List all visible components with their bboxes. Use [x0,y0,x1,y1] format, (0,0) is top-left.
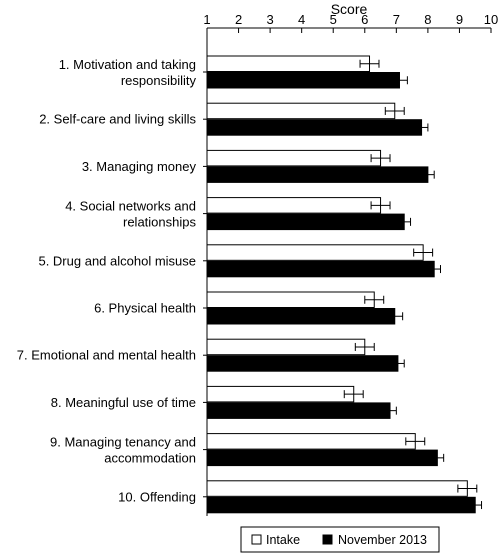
error-bar-intake-9 [405,437,426,446]
bar-november-2013-2 [206,119,423,136]
x-tick-label-5: 5 [330,12,337,27]
x-tick-label-1: 1 [203,12,210,27]
legend-swatch-november-2013 [322,534,333,545]
legend-label-intake: Intake [266,533,300,547]
error-bar-november-2013-9 [430,453,445,462]
bar-intake-2 [206,102,396,120]
error-bar-november-2013-7 [391,359,405,368]
error-bar-intake-4 [370,201,391,210]
bar-intake-9 [206,433,416,450]
error-bar-november-2013-10 [468,501,483,510]
error-bar-november-2013-1 [391,76,408,85]
category-label-5-drug-and-alcohol-misuse: 5. Drug and alcohol misuse [38,253,196,268]
bar-november-2013-5 [206,260,435,278]
bar-november-2013-10 [206,496,476,514]
legend-swatch-intake [251,534,262,545]
error-bar-november-2013-2 [414,123,429,132]
bar-intake-8 [206,385,355,403]
error-bar-intake-3 [370,154,391,163]
error-bar-intake-1 [359,59,380,68]
legend-box [240,526,440,553]
category-label-7-emotional-and-mental-health: 7. Emotional and mental health [17,348,196,363]
category-label-6-physical-health: 6. Physical health [94,301,196,316]
category-labels: 1. Motivation and taking responsibility 2.… [17,57,207,504]
error-bar-intake-8 [343,390,364,399]
bar-november-2013-8 [206,402,391,419]
error-bar-intake-10 [457,484,478,493]
bars [206,55,483,514]
category-label-9-managing-tenancy-and-accommodation: 9. Managing tenancy and accommodation [50,435,196,466]
x-tick-label-8: 8 [424,12,431,27]
x-tick-label-4: 4 [298,12,305,27]
error-bar-intake-6 [364,295,385,304]
x-tick-label-10: 10 [484,12,498,27]
bar-intake-1 [206,55,371,72]
legend-label-november-2013: November 2013 [338,533,427,547]
error-bar-november-2013-5 [427,265,442,274]
bar-intake-7 [206,338,366,356]
error-bar-november-2013-6 [386,312,404,321]
error-bar-intake-2 [384,106,405,115]
error-bar-november-2013-3 [421,170,435,179]
bar-intake-6 [206,291,375,308]
category-label-10-offending: 10. Offending [118,489,196,504]
error-bar-november-2013-4 [397,217,412,226]
bar-november-2013-6 [206,308,396,325]
legend: Intake November 2013 [240,526,440,553]
bar-intake-5 [206,244,424,261]
x-tick-label-2: 2 [235,12,242,27]
category-label-3-managing-money: 3. Managing money [82,159,197,174]
x-tick-label-3: 3 [266,12,273,27]
x-axis-ticks: 1 2 3 4 5 6 7 8 9 10 [203,12,498,33]
bar-intake-10 [206,480,468,497]
error-bar-intake-5 [413,248,434,257]
bar-november-2013-4 [206,213,405,231]
x-axis-label: Score [331,1,368,17]
bar-november-2013-9 [206,449,438,467]
bar-november-2013-7 [206,355,399,372]
category-label-2-self-care-and-living-skills: 2. Self-care and living skills [39,112,196,127]
category-label-1-motivation-and-taking-responsibility: 1. Motivation and taking responsibility [59,57,197,88]
category-label-8-meaningful-use-of-time: 8. Meaningful use of time [51,395,196,410]
x-tick-label-6: 6 [361,12,368,27]
category-label-4-social-networks-and-relationships: 4. Social networks and relationships [65,199,196,230]
bar-intake-4 [206,197,382,214]
error-bar-intake-7 [354,342,375,351]
bar-intake-3 [206,149,382,167]
bar-november-2013-3 [206,166,429,183]
x-tick-label-9: 9 [456,12,463,27]
error-bar-november-2013-8 [383,406,397,415]
x-tick-label-7: 7 [393,12,400,27]
bar-november-2013-1 [206,72,400,89]
